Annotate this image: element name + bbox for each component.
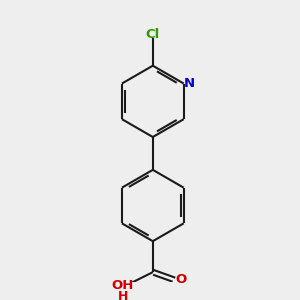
Text: Cl: Cl [146, 28, 160, 41]
Text: O: O [176, 273, 187, 286]
Text: H: H [118, 290, 128, 300]
Text: N: N [184, 77, 195, 90]
Text: OH: OH [112, 279, 134, 292]
